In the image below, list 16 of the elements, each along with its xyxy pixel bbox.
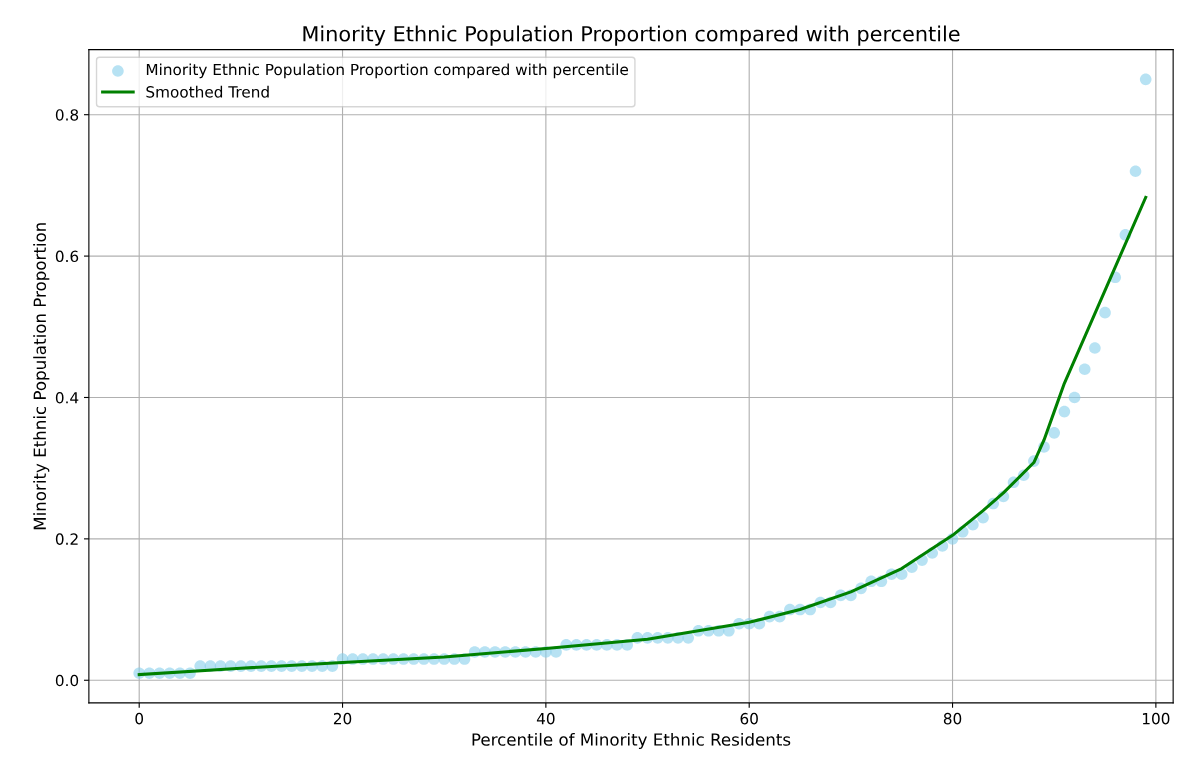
x-tick-label: 0 [135,712,144,725]
x-tick-label: 100 [1142,712,1170,725]
x-tick-label: 80 [943,712,962,725]
y-tick-label: 0.8 [55,109,79,121]
y-tick-label: 0.0 [55,674,79,687]
legend-label: Minority Ethnic Population Proportion compared with percentile [146,63,629,79]
chart-title: Minority Ethnic Population Proportion compared with percentile [303,25,960,46]
y-tick-label: 0.2 [55,533,78,545]
x-tick-label: 60 [740,712,758,725]
x-axis-title: Percentile of Minority Ethnic Residents [472,732,791,750]
y-axis-title: Minority Ethnic Population Proportion [33,223,50,530]
y-tick-label: 0.4 [55,391,79,404]
legend-label: Smoothed Trend [146,85,269,98]
x-tick-label: 40 [536,712,555,725]
x-tick-label: 20 [333,712,352,725]
y-tick-label: 0.6 [55,250,79,263]
